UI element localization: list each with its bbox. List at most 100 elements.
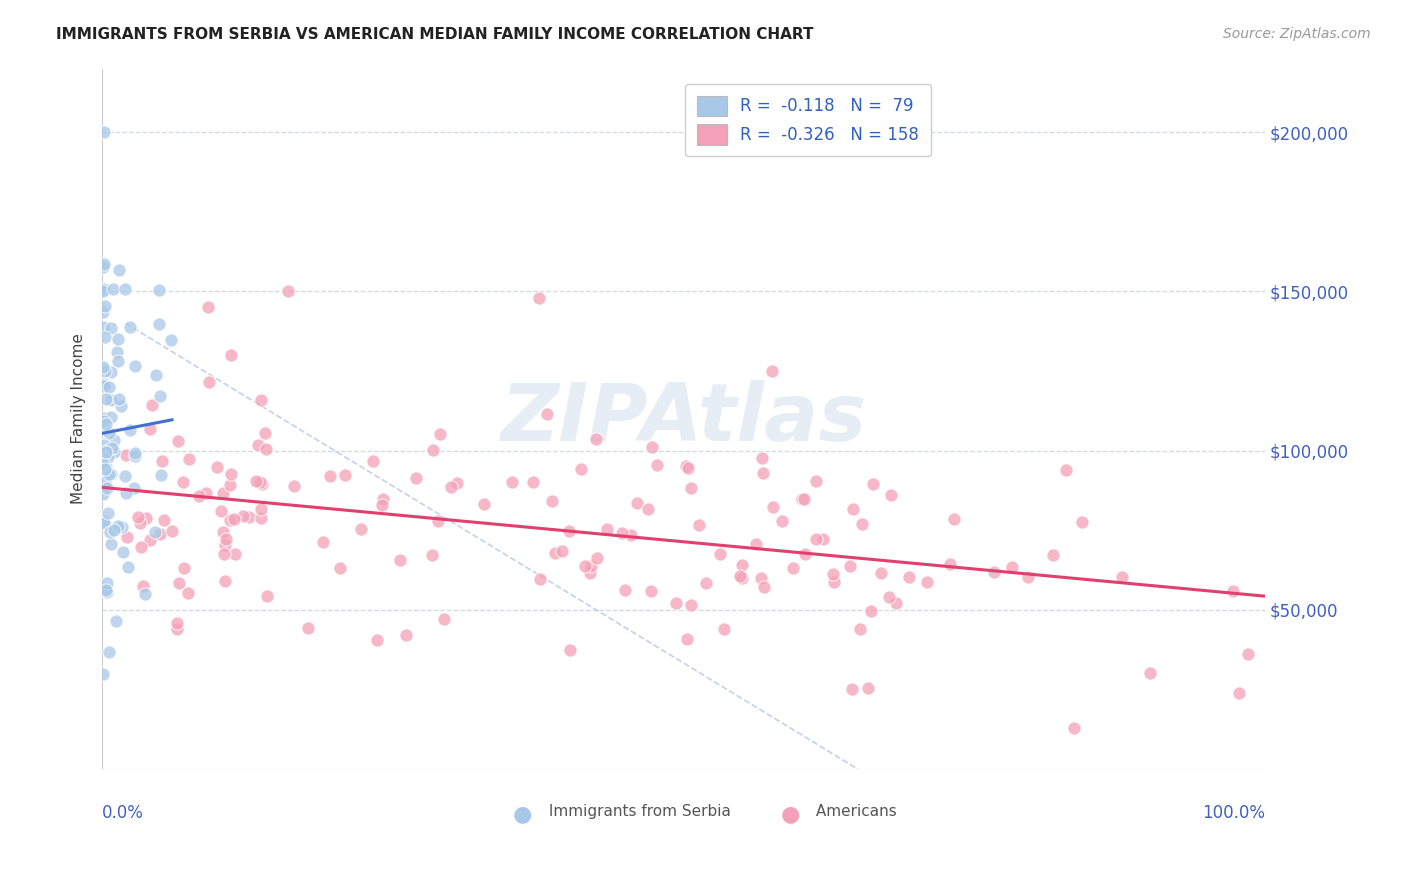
Legend: R =  -0.118   N =  79, R =  -0.326   N = 158: R = -0.118 N = 79, R = -0.326 N = 158 bbox=[685, 84, 931, 156]
Point bbox=[143, 524, 166, 539]
Point bbox=[250, 392, 273, 407]
Point bbox=[640, 440, 662, 454]
Point bbox=[804, 533, 827, 547]
Point bbox=[124, 450, 146, 464]
Point bbox=[194, 486, 217, 500]
Point bbox=[219, 513, 242, 527]
Point bbox=[93, 376, 115, 391]
Point bbox=[770, 514, 793, 528]
Point bbox=[371, 498, 394, 512]
Point bbox=[541, 493, 564, 508]
Point bbox=[752, 580, 775, 594]
Point bbox=[93, 304, 115, 318]
Point bbox=[173, 561, 195, 575]
Point bbox=[877, 591, 900, 605]
Point bbox=[205, 459, 228, 474]
Point bbox=[679, 481, 702, 495]
Point bbox=[93, 414, 115, 428]
Point bbox=[841, 501, 863, 516]
Point bbox=[93, 378, 115, 392]
Point bbox=[93, 260, 115, 275]
Point bbox=[676, 632, 699, 646]
Point bbox=[224, 547, 246, 561]
Point bbox=[212, 524, 235, 539]
Point bbox=[188, 490, 211, 504]
Point bbox=[440, 480, 463, 494]
Point bbox=[93, 282, 115, 296]
Point bbox=[880, 488, 903, 502]
Point bbox=[110, 399, 132, 413]
Text: 100.0%: 100.0% bbox=[1202, 805, 1265, 822]
Point bbox=[96, 417, 118, 432]
Point bbox=[610, 525, 633, 540]
Point bbox=[761, 500, 783, 514]
Point bbox=[277, 285, 299, 299]
Point bbox=[665, 596, 688, 610]
Point bbox=[94, 392, 117, 406]
Point bbox=[98, 645, 121, 659]
Point bbox=[1071, 516, 1094, 530]
Point bbox=[149, 389, 172, 403]
Point bbox=[839, 559, 862, 574]
Point bbox=[111, 520, 134, 534]
Point bbox=[93, 514, 115, 528]
Point bbox=[100, 537, 122, 551]
Point bbox=[97, 467, 120, 481]
Point bbox=[884, 596, 907, 610]
Point bbox=[529, 291, 551, 305]
Point bbox=[97, 506, 120, 520]
Point bbox=[731, 558, 754, 572]
Point bbox=[93, 320, 115, 334]
Point bbox=[148, 284, 170, 298]
Point bbox=[614, 583, 637, 598]
Point bbox=[249, 475, 271, 489]
Point bbox=[728, 569, 751, 583]
Point bbox=[98, 426, 121, 441]
Point bbox=[1017, 570, 1039, 584]
Point bbox=[420, 548, 443, 562]
Point bbox=[214, 538, 236, 552]
Point bbox=[100, 467, 122, 481]
Point bbox=[427, 514, 450, 528]
Point bbox=[166, 622, 188, 636]
Point bbox=[558, 524, 581, 538]
Point bbox=[782, 561, 804, 575]
Point bbox=[794, 547, 817, 561]
Text: ●: ● bbox=[780, 805, 800, 824]
Point bbox=[870, 566, 893, 580]
Point bbox=[219, 478, 242, 492]
Point bbox=[522, 475, 544, 490]
Point bbox=[153, 513, 176, 527]
Point bbox=[793, 492, 815, 507]
Point bbox=[688, 518, 710, 533]
Point bbox=[93, 359, 115, 374]
Point bbox=[97, 450, 120, 465]
Point bbox=[254, 425, 277, 440]
Point bbox=[222, 512, 245, 526]
Point bbox=[93, 411, 115, 425]
Point bbox=[917, 575, 939, 590]
Point bbox=[214, 574, 236, 588]
Point bbox=[160, 333, 183, 347]
Point bbox=[94, 444, 117, 458]
Text: IMMIGRANTS FROM SERBIA VS AMERICAN MEDIAN FAMILY INCOME CORRELATION CHART: IMMIGRANTS FROM SERBIA VS AMERICAN MEDIA… bbox=[56, 27, 814, 42]
Point bbox=[897, 570, 920, 584]
Point bbox=[93, 666, 115, 681]
Point bbox=[645, 458, 668, 472]
Point bbox=[114, 282, 136, 296]
Point bbox=[1237, 647, 1260, 661]
Point bbox=[862, 477, 884, 491]
Point bbox=[124, 359, 146, 373]
Point bbox=[544, 546, 567, 560]
Point bbox=[749, 571, 772, 585]
Point bbox=[211, 485, 233, 500]
Point bbox=[145, 368, 167, 383]
Point bbox=[446, 475, 468, 490]
Point bbox=[115, 530, 138, 544]
Point bbox=[135, 510, 157, 524]
Point bbox=[221, 467, 243, 481]
Point bbox=[851, 517, 873, 532]
Point bbox=[96, 583, 118, 598]
Point bbox=[371, 491, 394, 506]
Point bbox=[841, 682, 863, 697]
